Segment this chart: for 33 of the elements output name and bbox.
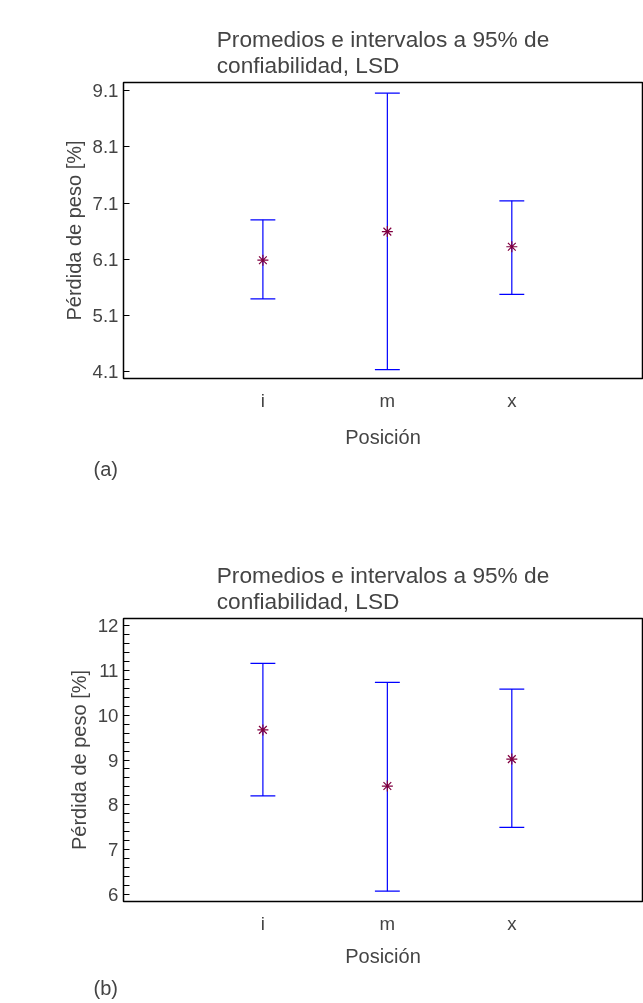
chart-title: Promedios e intervalos a 95% de confiabilidad, LSD	[216, 561, 550, 614]
x-tick-label: i	[260, 389, 265, 411]
x-tick-label: m	[379, 912, 396, 934]
y-tick-label: 12	[97, 614, 119, 636]
y-tick-label: 9	[108, 749, 119, 771]
x-tick-label: i	[260, 912, 265, 934]
x-axis-title: Posición	[345, 944, 421, 967]
point	[505, 753, 518, 766]
point	[381, 779, 394, 793]
x-tick-label: m	[379, 389, 396, 411]
y-axis-title: Pérdida de peso [%]	[67, 669, 90, 851]
y-tick-label: 6.1	[92, 248, 119, 270]
x-tick-label: x	[507, 389, 518, 411]
y-tick-label: 10	[97, 704, 119, 726]
y-tick-label: 5.1	[92, 304, 119, 326]
x-axis-title: Posición	[345, 425, 421, 448]
y-tick-label: 8.1	[92, 136, 119, 158]
y-tick-label: 6	[108, 884, 119, 906]
chart-title: Promedios e intervalos a 95% de confiabilidad, LSD	[216, 25, 550, 78]
y-tick-label: 4.1	[92, 360, 119, 382]
point	[381, 225, 394, 238]
point	[256, 723, 269, 736]
point	[505, 240, 518, 253]
y-tick-label: 7	[108, 839, 119, 861]
x-tick-label: x	[507, 912, 518, 934]
y-tick-label: 8	[108, 794, 119, 816]
y-axis-title: Pérdida de peso [%]	[62, 140, 85, 321]
y-tick-label: 11	[99, 659, 119, 681]
text: (b)	[93, 976, 118, 999]
y-tick-label: 9.1	[92, 80, 119, 102]
text: (a)	[93, 457, 118, 480]
point	[256, 254, 269, 267]
y-tick-label: 7.1	[92, 192, 119, 214]
